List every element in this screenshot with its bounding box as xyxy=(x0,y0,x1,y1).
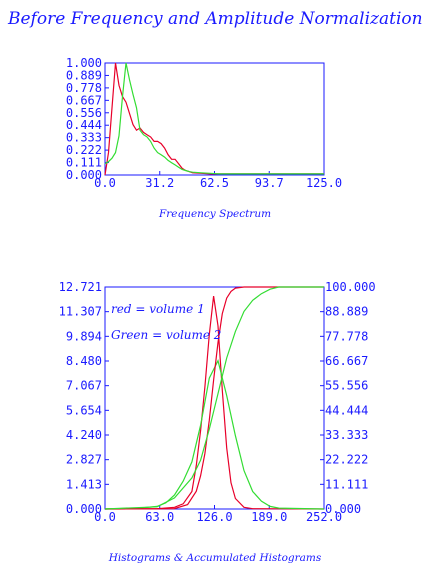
frequency-spectrum-chart: 0.0000.1110.2220.3330.4440.5560.6670.778… xyxy=(66,56,342,220)
series-accumulated-red xyxy=(104,286,324,510)
y2-tick-label: 22.222 xyxy=(325,453,368,467)
y2-tick-label: 0.000 xyxy=(325,502,361,516)
x-tick-label: 93.7 xyxy=(255,176,284,190)
chart2-y-ticks: 0.000 1.413 2.827 4.240 5.654 7.067 8.480 9.894… xyxy=(59,280,109,516)
x-tick-label: 189.0 xyxy=(251,510,287,524)
y2-tick-label: 100.000 xyxy=(325,280,376,294)
y-tick-label: 1.000 xyxy=(66,56,102,70)
chart1-series xyxy=(104,62,324,176)
series-histogram-red xyxy=(104,296,325,510)
y-tick-label: 0.667 xyxy=(66,93,102,107)
x-tick-label: 62.5 xyxy=(200,176,229,190)
y-tick-label: 0.333 xyxy=(66,131,102,145)
y-tick-label: 0.444 xyxy=(66,118,102,132)
chart2-x-ticks: 0.0 63.0 126.0 189.0 252.0 xyxy=(94,505,342,524)
y-tick-label: 0.889 xyxy=(66,68,102,82)
x-tick-label: 0.0 xyxy=(94,176,116,190)
y-tick-label: 11.307 xyxy=(59,305,102,319)
y-tick-label: 0.222 xyxy=(66,143,102,157)
series-accumulated-green xyxy=(104,286,324,510)
y-tick-label: 5.654 xyxy=(66,403,102,417)
legend-entry-volume-1: red = volume 1 xyxy=(111,302,205,316)
page-title: Before Frequency and Amplitude Normaliza… xyxy=(7,9,423,29)
chart2-frame xyxy=(104,286,325,510)
y-tick-label: 12.721 xyxy=(59,280,102,294)
y2-tick-label: 55.556 xyxy=(325,379,368,393)
x-tick-label: 252.0 xyxy=(306,510,342,524)
y-tick-label: 0.000 xyxy=(66,502,102,516)
y-tick-label: 0.556 xyxy=(66,106,102,120)
chart2-series xyxy=(104,286,325,510)
x-tick-label: 126.0 xyxy=(196,510,232,524)
y2-tick-label: 44.444 xyxy=(325,403,368,417)
series-histogram-green xyxy=(104,358,325,510)
y2-tick-label: 11.111 xyxy=(325,477,368,491)
x-tick-label: 125.0 xyxy=(306,176,342,190)
chart1-x-ticks: 0.0 31.2 62.5 93.7 125.0 xyxy=(94,171,342,190)
y2-tick-label: 33.333 xyxy=(325,428,368,442)
y-tick-label: 8.480 xyxy=(66,354,102,368)
chart2-y2-ticks: 0.000 11.111 22.222 33.333 44.444 55.556 66.66… xyxy=(320,280,376,516)
y2-tick-label: 66.667 xyxy=(325,354,368,368)
histogram-chart: 0.000 1.413 2.827 4.240 5.654 7.067 8.480 9.894… xyxy=(59,280,376,564)
series-line-green xyxy=(104,62,324,175)
y-tick-label: 7.067 xyxy=(66,379,102,393)
chart1-x-label: Frequency Spectrum xyxy=(158,208,271,220)
y-tick-label: 1.413 xyxy=(66,477,102,491)
y-tick-label: 9.894 xyxy=(66,329,102,343)
y-tick-label: 4.240 xyxy=(66,428,102,442)
y2-tick-label: 77.778 xyxy=(325,329,368,343)
x-tick-label: 31.2 xyxy=(145,176,174,190)
y-tick-label: 0.778 xyxy=(66,81,102,95)
y-tick-label: 0.000 xyxy=(66,168,102,182)
x-tick-label: 0.0 xyxy=(94,510,116,524)
legend-entry-volume-2: Green = volume 2 xyxy=(111,328,221,342)
x-tick-label: 63.0 xyxy=(145,510,174,524)
chart2-x-label: Histograms & Accumulated Histograms xyxy=(108,552,322,564)
y2-tick-label: 88.889 xyxy=(325,305,368,319)
y-tick-label: 0.111 xyxy=(66,156,102,170)
chart1-y-ticks: 0.0000.1110.2220.3330.4440.5560.6670.778… xyxy=(66,56,109,182)
y-tick-label: 2.827 xyxy=(66,453,102,467)
